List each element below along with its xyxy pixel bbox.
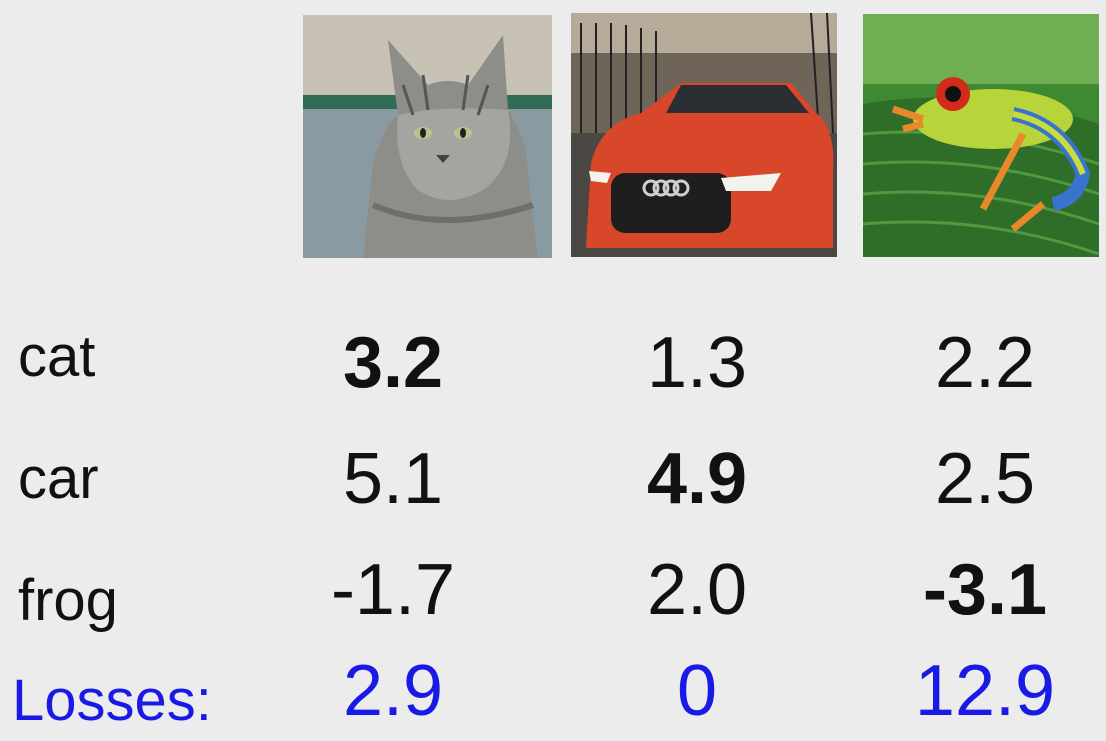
score-cat-cat: 3.2 [342,323,444,403]
cat-image [303,15,552,258]
score-cat-frog: -1.7 [330,550,456,630]
score-frog-frog: -3.1 [922,550,1048,630]
score-frog-car: 2.5 [934,439,1036,519]
loss-frog: 12.9 [914,651,1056,731]
losses-label: Losses: [12,668,212,733]
frog-image [863,14,1099,257]
score-car-frog: 2.0 [646,550,748,630]
loss-cat: 2.9 [342,651,444,731]
score-car-car: 4.9 [646,439,748,519]
row-label-car: car [18,446,99,511]
score-car-cat: 1.3 [646,323,748,403]
car-image [571,13,837,257]
score-cat-car: 5.1 [342,439,444,519]
score-frog-cat: 2.2 [934,323,1036,403]
loss-car: 0 [676,651,718,731]
row-label-cat: cat [18,324,96,389]
row-label-frog: frog [18,568,118,633]
